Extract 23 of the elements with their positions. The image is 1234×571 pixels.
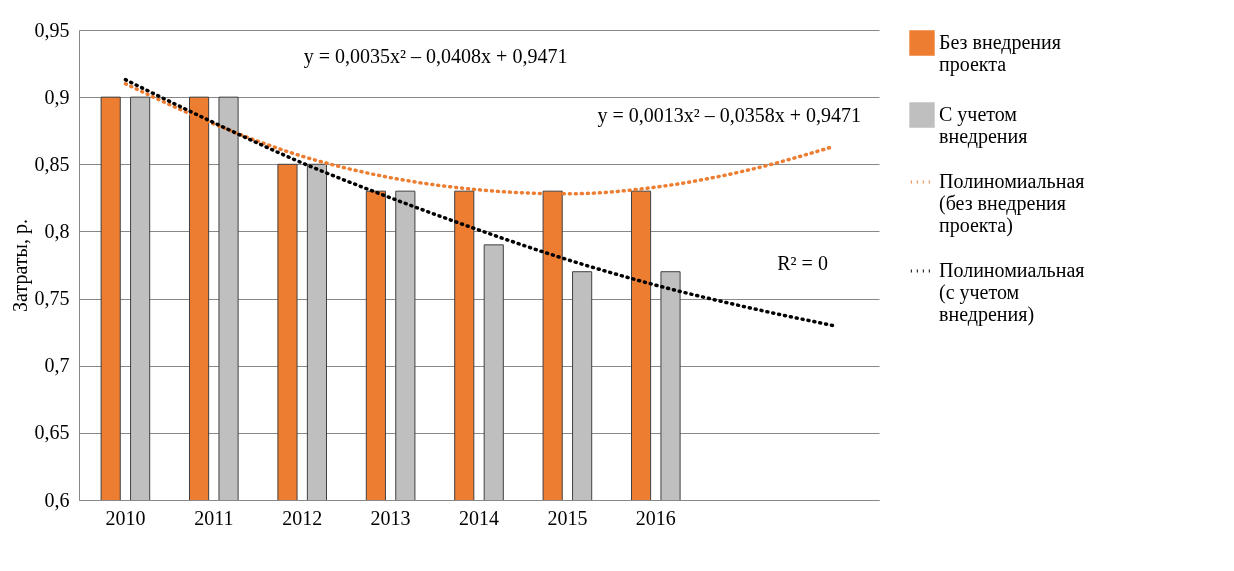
legend-label: Без внедрения проекта xyxy=(939,31,1061,76)
y-tick-label: 0,85 xyxy=(34,152,70,175)
x-tick-label: 2011 xyxy=(194,506,234,529)
annotation: y = 0,0013x² – 0,0358x + 0,9471 xyxy=(597,103,861,127)
y-axis-title: Затраты, р. xyxy=(8,219,32,312)
y-tick-label: 0,95 xyxy=(34,18,70,41)
legend-label: С учетом внедрения xyxy=(939,103,1028,148)
x-tick-label: 2016 xyxy=(635,506,676,529)
y-tick-label: 0,9 xyxy=(44,85,70,108)
x-tick-label: 2010 xyxy=(105,506,146,529)
x-tick-label: 2013 xyxy=(370,506,411,529)
x-tick-label: 2014 xyxy=(459,506,499,529)
y-tick-label: 0,8 xyxy=(44,219,70,242)
x-tick-label: 2012 xyxy=(282,506,323,529)
y-tick-label: 0,65 xyxy=(34,421,70,444)
legend-label: Полиномиальная (с учетом внедрения) xyxy=(939,259,1085,326)
annotation: R² = 0 xyxy=(777,251,828,274)
y-tick-label: 0,6 xyxy=(44,488,70,511)
annotation: y = 0,0035x² – 0,0408x + 0,9471 xyxy=(303,44,568,68)
y-tick-label: 0,75 xyxy=(34,287,70,310)
legend-label: Полиномиальная (без внедрения проекта) xyxy=(939,170,1085,237)
x-tick-label: 2015 xyxy=(547,506,588,529)
y-tick-label: 0,7 xyxy=(44,354,70,377)
